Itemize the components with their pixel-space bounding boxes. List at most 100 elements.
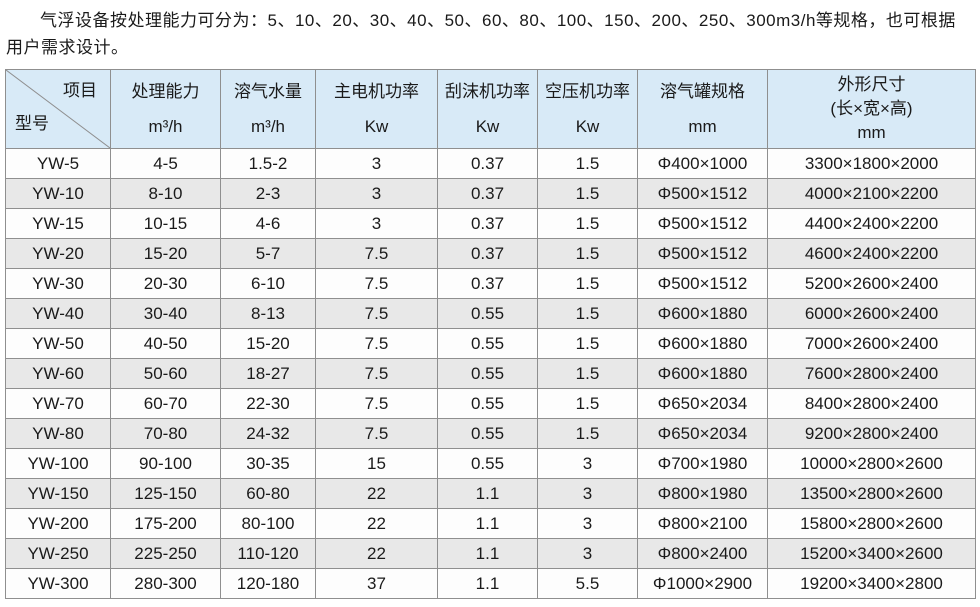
spec-table: 项目 型号 处理能力 m³/h 溶气水量 m³/h 主电机功率 Kw 刮沫机功率 Kw 空压机功… (5, 69, 976, 599)
value-cell: 15 (315, 448, 438, 479)
model-cell: YW-70 (5, 388, 111, 419)
column-header: 外形尺寸 (长×宽×高) mm (767, 69, 976, 149)
value-cell: 30-40 (110, 298, 221, 329)
value-cell: 3 (315, 148, 438, 179)
value-cell: 18-27 (220, 358, 316, 389)
table-row: YW-250 225-250 110-120 22 1.1 3 Φ800×2400 15200… (5, 538, 976, 569)
value-cell: 0.55 (437, 418, 538, 449)
table-row: YW-100 90-100 30-35 15 0.55 3 Φ700×1980 10000×2… (5, 448, 976, 479)
table-row: YW-150 125-150 60-80 22 1.1 3 Φ800×1980 13500×2… (5, 478, 976, 509)
value-cell: 1.5 (537, 208, 638, 239)
model-cell: YW-200 (5, 508, 111, 539)
value-cell: 80-100 (220, 508, 316, 539)
value-cell: 7.5 (315, 328, 438, 359)
column-unit: mm (857, 123, 886, 142)
table-row: YW-300 280-300 120-180 37 1.1 5.5 Φ1000×2900 19… (5, 568, 976, 599)
value-cell: Φ1000×2900 (637, 568, 768, 599)
table-row: YW-40 30-40 8-13 7.5 0.55 1.5 Φ600×1880 6000×26… (5, 298, 976, 329)
value-cell: 0.37 (437, 178, 538, 209)
value-cell: 4000×2100×2200 (767, 178, 976, 209)
value-cell: Φ800×2400 (637, 538, 768, 569)
value-cell: 90-100 (110, 448, 221, 479)
value-cell: Φ800×1980 (637, 478, 768, 509)
model-cell: YW-10 (5, 178, 111, 209)
column-title: 刮沫机功率 (445, 81, 530, 101)
value-cell: 0.37 (437, 148, 538, 179)
value-cell: Φ500×1512 (637, 178, 768, 209)
value-cell: 1.1 (437, 508, 538, 539)
column-title: 外形尺寸 (837, 75, 906, 94)
value-cell: 7.5 (315, 388, 438, 419)
value-cell: 7.5 (315, 268, 438, 299)
value-cell: 4600×2400×2200 (767, 238, 976, 269)
value-cell: Φ650×2034 (637, 388, 768, 419)
value-cell: 8-13 (220, 298, 316, 329)
value-cell: 7.5 (315, 298, 438, 329)
table-body: YW-5 4-5 1.5-2 3 0.37 1.5 Φ400×1000 3300×1800×2… (5, 148, 976, 599)
value-cell: 1.5 (537, 298, 638, 329)
value-cell: 30-35 (220, 448, 316, 479)
table-row: YW-80 70-80 24-32 7.5 0.55 1.5 Φ650×2034 9200×2… (5, 418, 976, 449)
value-cell: 3 (315, 178, 438, 209)
column-unit: m³/h (148, 116, 183, 136)
value-cell: 19200×3400×2800 (767, 568, 976, 599)
value-cell: Φ600×1880 (637, 358, 768, 389)
value-cell: 3 (537, 448, 638, 479)
value-cell: 1.5 (537, 148, 638, 179)
value-cell: 0.55 (437, 388, 538, 419)
value-cell: 5200×2600×2400 (767, 268, 976, 299)
value-cell: 37 (315, 568, 438, 599)
table-row: YW-60 50-60 18-27 7.5 0.55 1.5 Φ600×1880 7600×2… (5, 358, 976, 389)
value-cell: Φ500×1512 (637, 238, 768, 269)
value-cell: 7.5 (315, 238, 438, 269)
value-cell: 6-10 (220, 268, 316, 299)
value-cell: 1.5 (537, 358, 638, 389)
value-cell: 4-6 (220, 208, 316, 239)
value-cell: 4-5 (110, 148, 221, 179)
value-cell: 8400×2800×2400 (767, 388, 976, 419)
column-title: 处理能力 (131, 81, 200, 101)
table-row: YW-10 8-10 2-3 3 0.37 1.5 Φ500×1512 4000×2100×2… (5, 178, 976, 209)
value-cell: Φ650×2034 (637, 418, 768, 449)
value-cell: 6000×2600×2400 (767, 298, 976, 329)
value-cell: 22 (315, 508, 438, 539)
column-unit: mm (688, 116, 717, 136)
column-unit: Kw (575, 116, 600, 136)
value-cell: 7600×2800×2400 (767, 358, 976, 389)
model-cell: YW-60 (5, 358, 111, 389)
value-cell: 40-50 (110, 328, 221, 359)
value-cell: Φ500×1512 (637, 208, 768, 239)
diagonal-line-icon (6, 70, 110, 148)
value-cell: 15200×3400×2600 (767, 538, 976, 569)
model-cell: YW-250 (5, 538, 111, 569)
model-cell: YW-15 (5, 208, 111, 239)
value-cell: 7000×2600×2400 (767, 328, 976, 359)
value-cell: 24-32 (220, 418, 316, 449)
model-cell: YW-80 (5, 418, 111, 449)
value-cell: 175-200 (110, 508, 221, 539)
column-unit: Kw (475, 116, 500, 136)
column-header: 溶气水量 m³/h (220, 69, 316, 149)
model-cell: YW-5 (5, 148, 111, 179)
value-cell: Φ600×1880 (637, 298, 768, 329)
column-header: 处理能力 m³/h (110, 69, 221, 149)
header-row: 项目 型号 处理能力 m³/h 溶气水量 m³/h 主电机功率 Kw 刮沫机功率 Kw 空压机功… (5, 69, 976, 149)
column-unit: m³/h (251, 116, 285, 136)
table-row: YW-50 40-50 15-20 7.5 0.55 1.5 Φ600×1880 7000×2… (5, 328, 976, 359)
value-cell: 15-20 (220, 328, 316, 359)
value-cell: 60-80 (220, 478, 316, 509)
value-cell: 20-30 (110, 268, 221, 299)
model-cell: YW-300 (5, 568, 111, 599)
value-cell: 8-10 (110, 178, 221, 209)
value-cell: 15800×2800×2600 (767, 508, 976, 539)
value-cell: 22-30 (220, 388, 316, 419)
value-cell: 22 (315, 478, 438, 509)
value-cell: 7.5 (315, 418, 438, 449)
value-cell: 1.1 (437, 568, 538, 599)
value-cell: 60-70 (110, 388, 221, 419)
value-cell: Φ500×1512 (637, 268, 768, 299)
value-cell: 4400×2400×2200 (767, 208, 976, 239)
value-cell: 15-20 (110, 238, 221, 269)
column-unit: Kw (364, 116, 389, 136)
